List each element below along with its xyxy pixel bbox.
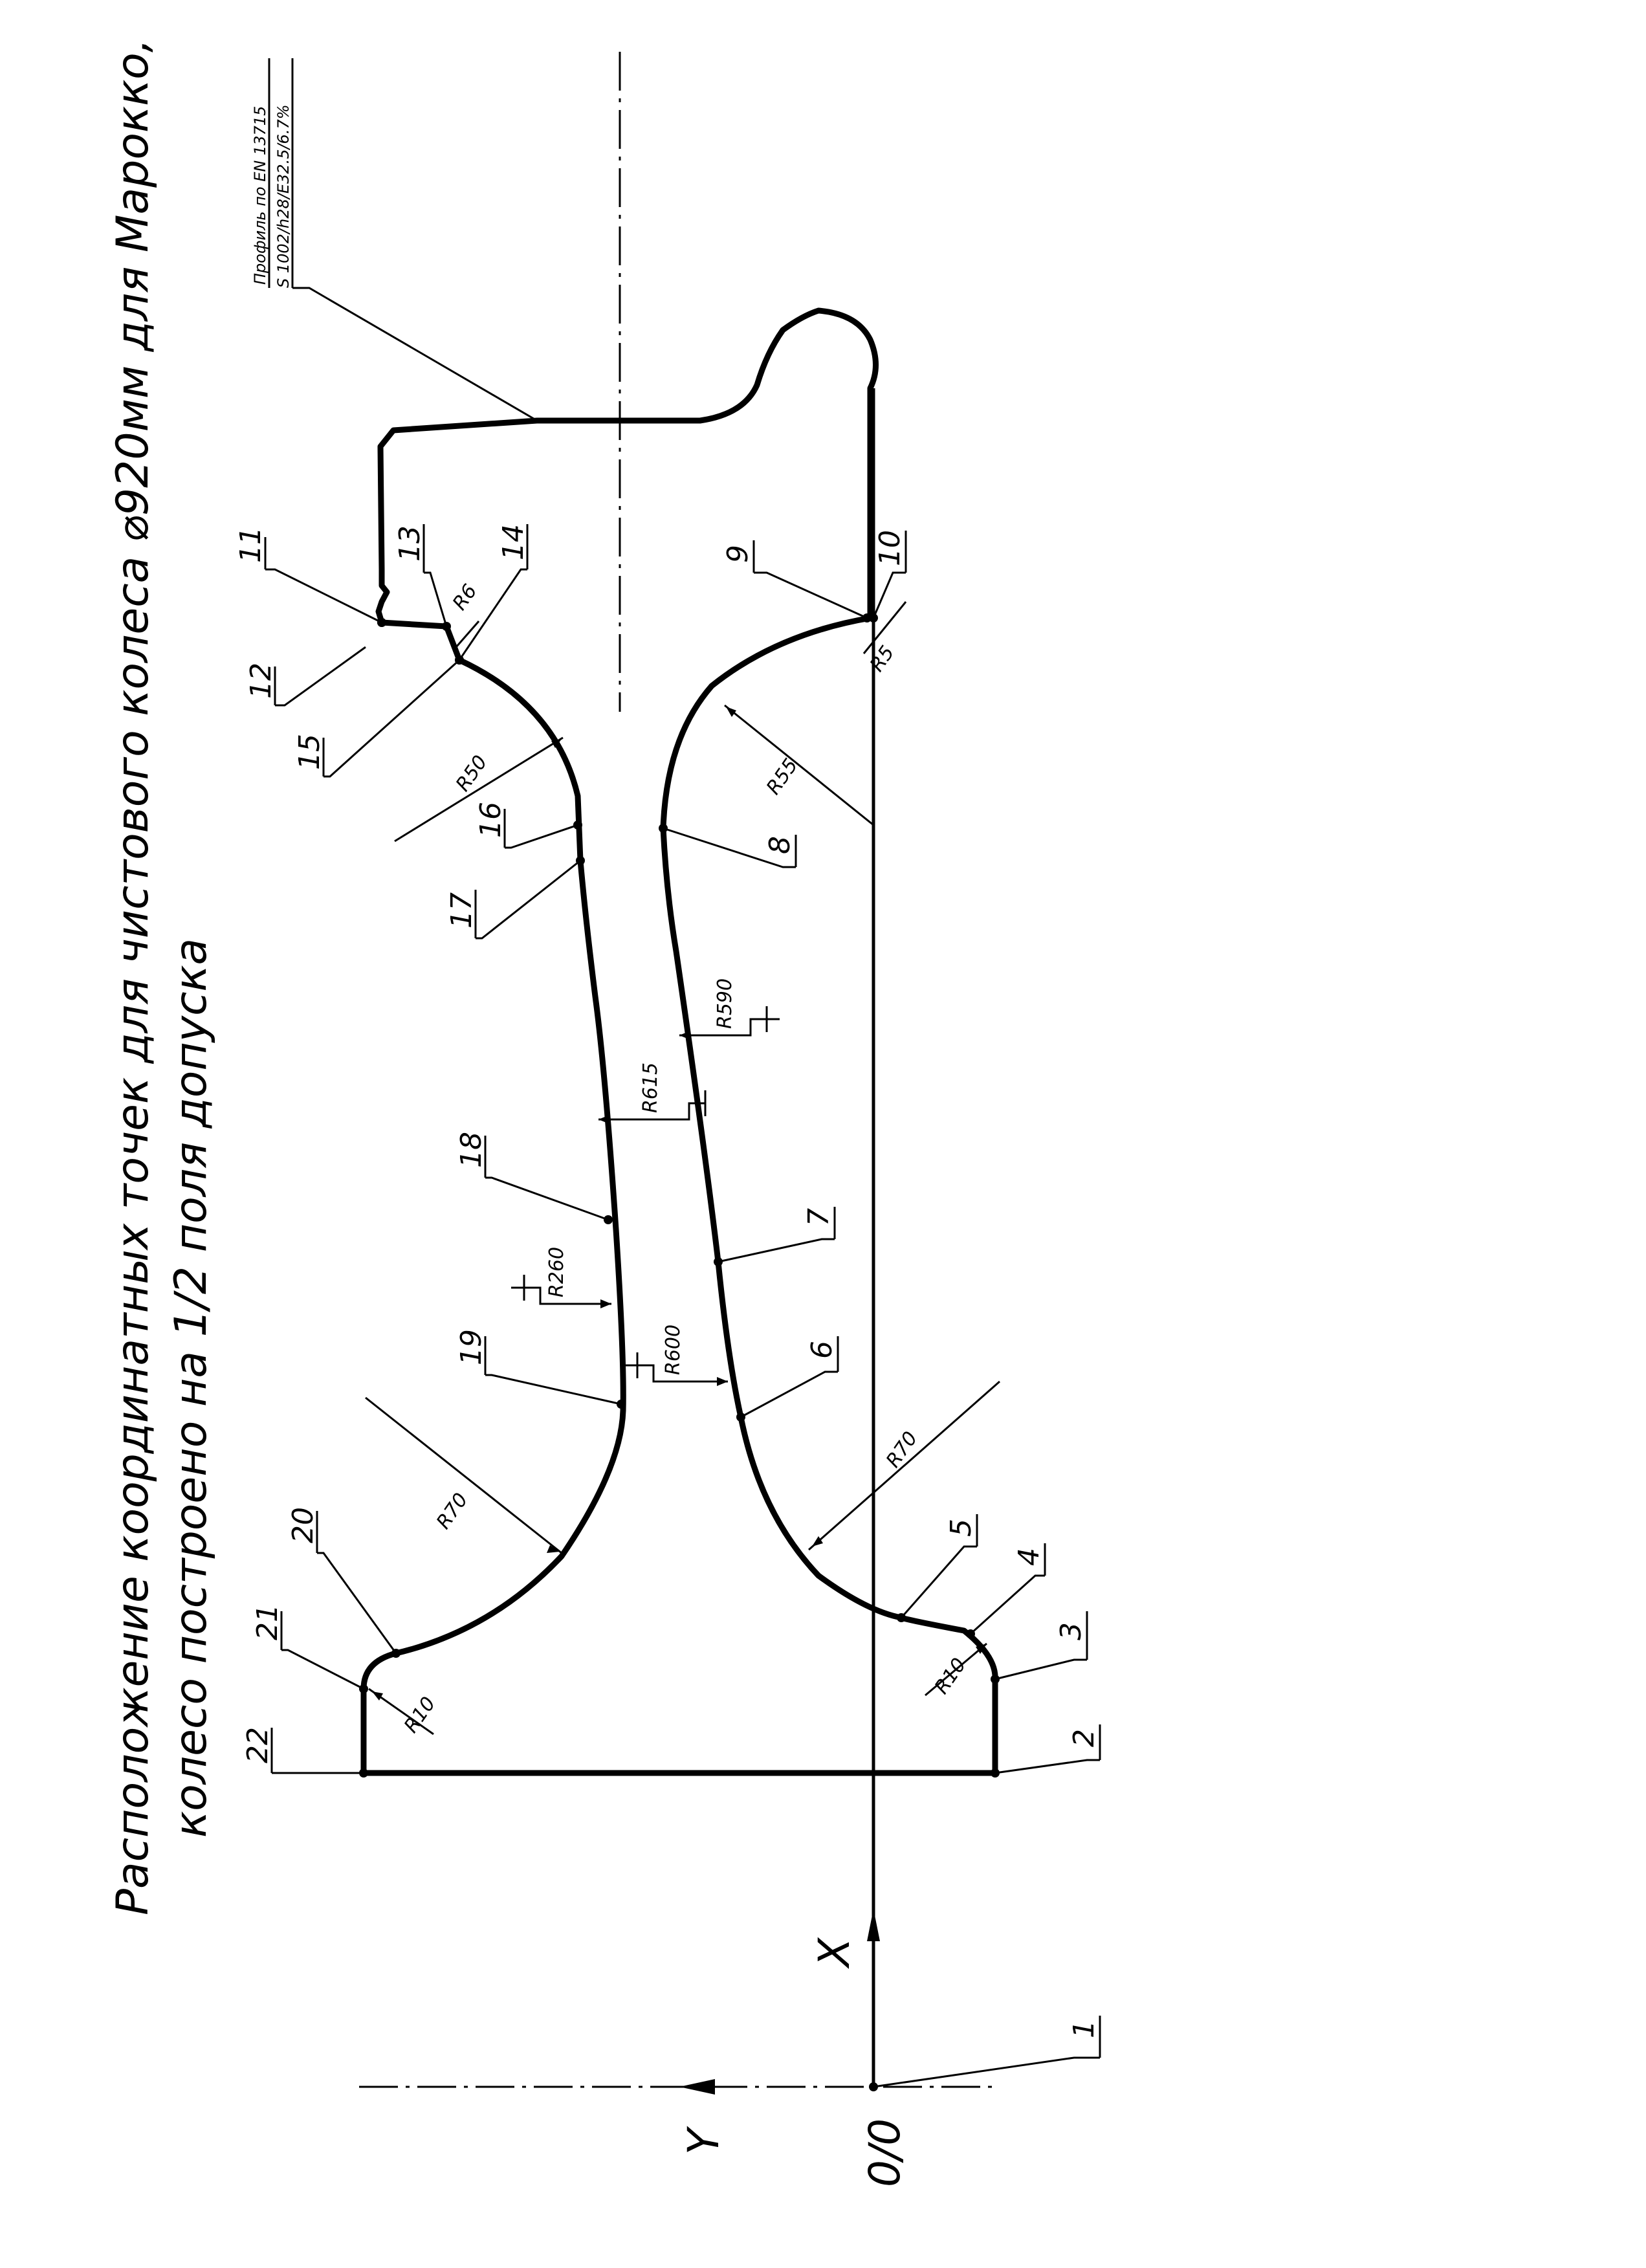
point-label-8: 8 [763,836,796,854]
r6-dimension-line [455,621,480,648]
leader-15 [324,659,461,778]
r10-right-arrow [976,1644,987,1654]
leader-21 [281,1649,364,1690]
leader-17 [476,859,581,940]
y-axis-label: Y [679,2126,729,2155]
r70-left-label: R70 [432,1489,473,1533]
point-label-1: 1 [1068,2020,1101,2038]
leader-19 [485,1374,622,1405]
leader-12 [275,646,366,707]
wheel-profile-contour [360,307,998,1776]
point-label-2: 2 [1068,1729,1101,1747]
point-label-12: 12 [245,663,278,699]
leader-4 [969,1574,1045,1635]
r70-right-dimension-line [808,1380,1000,1551]
point-label-19: 19 [455,1329,488,1365]
leader-9 [754,571,868,619]
coordinate-axes: X Y 0/0 [359,388,996,2187]
r600-arrow [717,1377,728,1386]
r55-dimension-line [724,704,874,826]
point-label-17: 17 [445,892,478,929]
profile-leader-line [292,287,538,422]
r5-dimension-line [862,601,907,654]
leader-13 [424,571,448,627]
r50-dimension-line [394,736,564,842]
leader-6 [740,1371,838,1418]
r55-arrow [726,707,736,717]
r10-right-label: R10 [930,1654,971,1698]
leader-16 [505,824,578,849]
r615-label: R615 [639,1062,662,1113]
leader-1 [873,2056,1100,2088]
y-axis-arrow [679,2079,715,2095]
origin-label: 0/0 [860,2119,910,2187]
r615-dimension-line [598,1102,705,1121]
leader-5 [900,1545,977,1618]
leader-3 [994,1658,1087,1680]
point-label-20: 20 [287,1507,320,1543]
wheel-profile [360,307,998,1776]
r70-right-label: R70 [882,1427,923,1471]
leader-11 [265,568,382,624]
point-label-9: 9 [721,545,754,563]
point-label-14: 14 [497,524,530,560]
x-axis-label: X [809,1937,859,1969]
leader-2 [994,1759,1100,1774]
profile-note: Профиль по EN 13715 S 1002/h28/E32.5/6.7… [251,58,538,422]
r70-left-arrow [547,1545,560,1553]
r50-arrow [551,739,562,748]
r10-right-dimension-line [925,1642,987,1697]
r6-label: R6 [448,580,482,615]
point-label-4: 4 [1013,1548,1046,1566]
r70-left-dimension-line [365,1396,562,1554]
r590-label: R590 [714,978,736,1029]
drawing-title: Расположение координатных точек для чист… [107,39,217,1915]
point-labels: 1 2 3 4 5 6 7 8 9 10 [234,524,1101,2088]
point-label-18: 18 [455,1132,488,1168]
point-label-16: 16 [474,802,507,838]
leader-10 [872,571,906,619]
r55-label: R55 [762,754,803,798]
leader-8 [663,827,796,868]
leader-14 [458,568,527,661]
point-label-21: 21 [251,1604,284,1640]
point-label-3: 3 [1055,1622,1088,1640]
leader-18 [485,1176,609,1221]
point-label-13: 13 [393,525,426,562]
r70-right-arrow [812,1536,823,1547]
leader-20 [317,1552,397,1654]
title-line-1: Расположение координатных точек для чист… [107,39,159,1915]
point-label-7: 7 [802,1208,835,1226]
r590-arrow [679,1031,690,1040]
r260-arrow [600,1299,611,1308]
leader-7 [718,1238,835,1263]
r50-label: R50 [452,751,492,795]
r5-label: R5 [866,642,899,676]
profile-note-line-1: Профиль по EN 13715 [251,106,269,285]
point-label-15: 15 [293,734,326,770]
r600-label: R600 [662,1325,685,1375]
r615-arrow [598,1115,609,1124]
r10-left-label: R10 [400,1693,441,1737]
point-label-11: 11 [234,527,267,563]
point-label-5: 5 [945,1519,978,1537]
title-line-2: колесо построено на 1/2 поля допуска [166,938,217,1838]
point-label-10: 10 [873,530,906,566]
r260-label: R260 [545,1247,568,1297]
r10-left-arrow [372,1691,383,1701]
point-label-22: 22 [241,1727,274,1763]
point-label-6: 6 [806,1341,839,1359]
x-axis-arrow [867,1909,880,1941]
profile-note-line-2: S 1002/h28/E32.5/6.7% [274,104,292,288]
